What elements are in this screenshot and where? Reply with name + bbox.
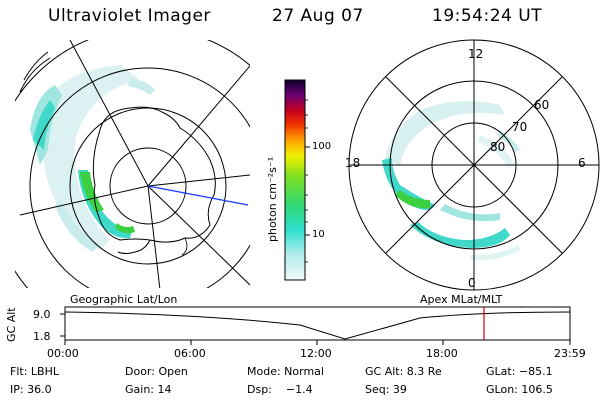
- geographic-map: [15, 40, 250, 288]
- colorbar: [284, 79, 306, 281]
- timeline-xtick-1200: 12:00: [300, 347, 332, 360]
- info-glat: GLat: −85.1: [486, 365, 553, 378]
- info-dsp: Dsp: −1.4: [247, 383, 313, 396]
- timeline-ytick-low: 1.8: [33, 330, 51, 343]
- info-gc-alt: GC Alt: 8.3 Re: [365, 365, 442, 378]
- right-panel-caption: Apex MLat/MLT: [420, 293, 503, 306]
- mlt-label-18: 18: [345, 156, 361, 170]
- info-gain: Gain: 14: [125, 383, 172, 396]
- magnetic-polar-plot: [348, 39, 600, 291]
- timeline-xtick-0000: 00:00: [47, 347, 79, 360]
- date-label: 27 Aug 07: [272, 6, 364, 26]
- timeline-xtick-0600: 06:00: [174, 347, 206, 360]
- mlt-label-0: 0: [468, 276, 476, 290]
- colorbar-tick-10: 10: [312, 229, 325, 240]
- altitude-timeline: [60, 306, 571, 345]
- info-door: Door: Open: [125, 365, 188, 378]
- mlat-label-60: 60: [534, 98, 550, 112]
- info-ip: IP: 36.0: [10, 383, 52, 396]
- timeline-ytick-high: 9.0: [33, 308, 51, 321]
- colorbar-title: photon cm⁻²s⁻¹: [266, 156, 279, 242]
- colorbar-tick-100: 100: [312, 141, 332, 152]
- info-seq: Seq: 39: [365, 383, 407, 396]
- info-glon: GLon: 106.5: [486, 383, 553, 396]
- timeline-xtick-1800: 18:00: [426, 347, 458, 360]
- mlat-label-80: 80: [490, 140, 506, 154]
- instrument-title: Ultraviolet Imager: [48, 6, 211, 26]
- mlat-label-70: 70: [512, 120, 528, 134]
- mlt-label-6: 6: [578, 156, 586, 170]
- timeline-ylabel: GC Alt: [5, 307, 18, 342]
- timeline-xtick-2359: 23:59: [554, 347, 586, 360]
- mlt-label-12: 12: [468, 47, 484, 61]
- info-mode: Mode: Normal: [247, 365, 324, 378]
- info-filter: Flt: LBHL: [10, 365, 59, 378]
- left-panel-caption: Geographic Lat/Lon: [70, 293, 178, 306]
- time-label: 19:54:24 UT: [432, 6, 543, 26]
